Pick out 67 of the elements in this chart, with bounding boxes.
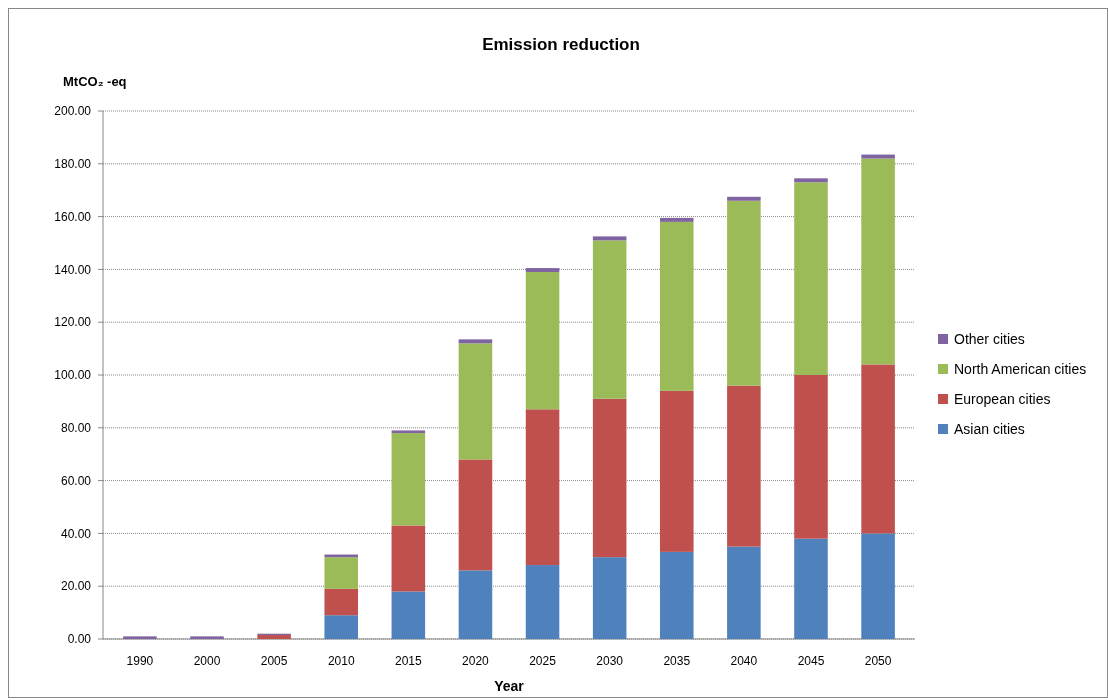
y-tick-label: 120.00 <box>54 315 92 330</box>
bar <box>458 459 493 571</box>
y-tick-label: 40.00 <box>60 526 92 541</box>
y-tick-label: 160.00 <box>54 209 92 224</box>
bar <box>659 221 694 391</box>
bar <box>525 268 560 273</box>
bar <box>190 636 224 639</box>
chart-title: Emission reduction <box>482 35 640 54</box>
y-tick-label: 180.00 <box>54 157 92 171</box>
bar <box>525 409 560 566</box>
x-tick-label: 2035 <box>663 654 691 668</box>
bar <box>794 178 828 183</box>
bar <box>592 398 627 558</box>
bar <box>525 565 560 639</box>
bar <box>458 343 493 460</box>
bar <box>861 533 895 639</box>
bar <box>727 200 761 386</box>
bar <box>592 240 627 399</box>
bar <box>525 272 560 410</box>
x-tick-label: 2000 <box>193 654 221 668</box>
x-tick-label: 2025 <box>529 654 557 668</box>
bar <box>324 557 359 589</box>
bar <box>592 236 627 241</box>
bar <box>659 217 694 222</box>
legend-label: North American cities <box>954 360 1087 377</box>
y-tick-label: 60.00 <box>60 473 92 488</box>
x-tick-label: 2040 <box>730 654 758 668</box>
bar <box>391 433 426 526</box>
bar <box>659 390 694 552</box>
bar <box>592 557 627 639</box>
x-tick-label: 2005 <box>260 654 288 668</box>
legend-label: Other cities <box>954 330 1025 347</box>
y-tick-label: 80.00 <box>60 421 92 435</box>
bar <box>727 546 761 639</box>
bar <box>794 538 828 639</box>
bar <box>861 158 895 365</box>
bar <box>861 364 895 534</box>
x-tick-label: 1990 <box>126 654 154 668</box>
bar <box>324 615 359 639</box>
bar <box>794 182 828 375</box>
x-tick-label: 2015 <box>394 654 423 668</box>
legend-label: Asian cities <box>954 420 1025 437</box>
bar <box>727 196 761 201</box>
x-axis-title: Year <box>494 678 525 694</box>
bar <box>794 375 828 539</box>
bar <box>727 385 761 547</box>
bar <box>861 154 895 159</box>
x-tick-label: 2010 <box>327 654 355 668</box>
bar <box>458 570 493 639</box>
bar <box>391 430 426 434</box>
x-tick-label: 2045 <box>797 654 825 668</box>
x-tick-label: 2050 <box>864 654 892 668</box>
y-tick-label: 0.00 <box>67 632 92 647</box>
bar <box>458 339 493 344</box>
legend-label: European cities <box>954 390 1051 407</box>
y-axis-title: MtCO₂ -eq <box>63 74 127 89</box>
x-tick-label: 2030 <box>596 654 624 668</box>
bar <box>659 551 694 639</box>
y-tick-label: 140.00 <box>54 262 92 277</box>
y-tick-label: 100.00 <box>54 368 92 383</box>
y-tick-label: 20.00 <box>60 579 92 594</box>
bar <box>391 525 426 592</box>
bar <box>391 591 426 639</box>
bar <box>123 636 157 639</box>
y-tick-label: 200.00 <box>54 104 92 119</box>
bar <box>324 588 359 616</box>
x-tick-label: 2020 <box>462 654 490 668</box>
